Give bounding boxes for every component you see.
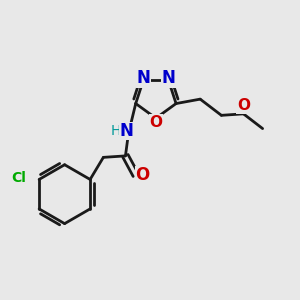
Text: N: N — [136, 69, 150, 87]
Text: O: O — [149, 115, 162, 130]
Text: N: N — [161, 69, 175, 87]
Text: N: N — [119, 122, 133, 140]
Text: H: H — [111, 124, 121, 138]
Text: O: O — [135, 166, 149, 184]
Text: O: O — [237, 98, 250, 113]
Text: Cl: Cl — [11, 171, 26, 185]
